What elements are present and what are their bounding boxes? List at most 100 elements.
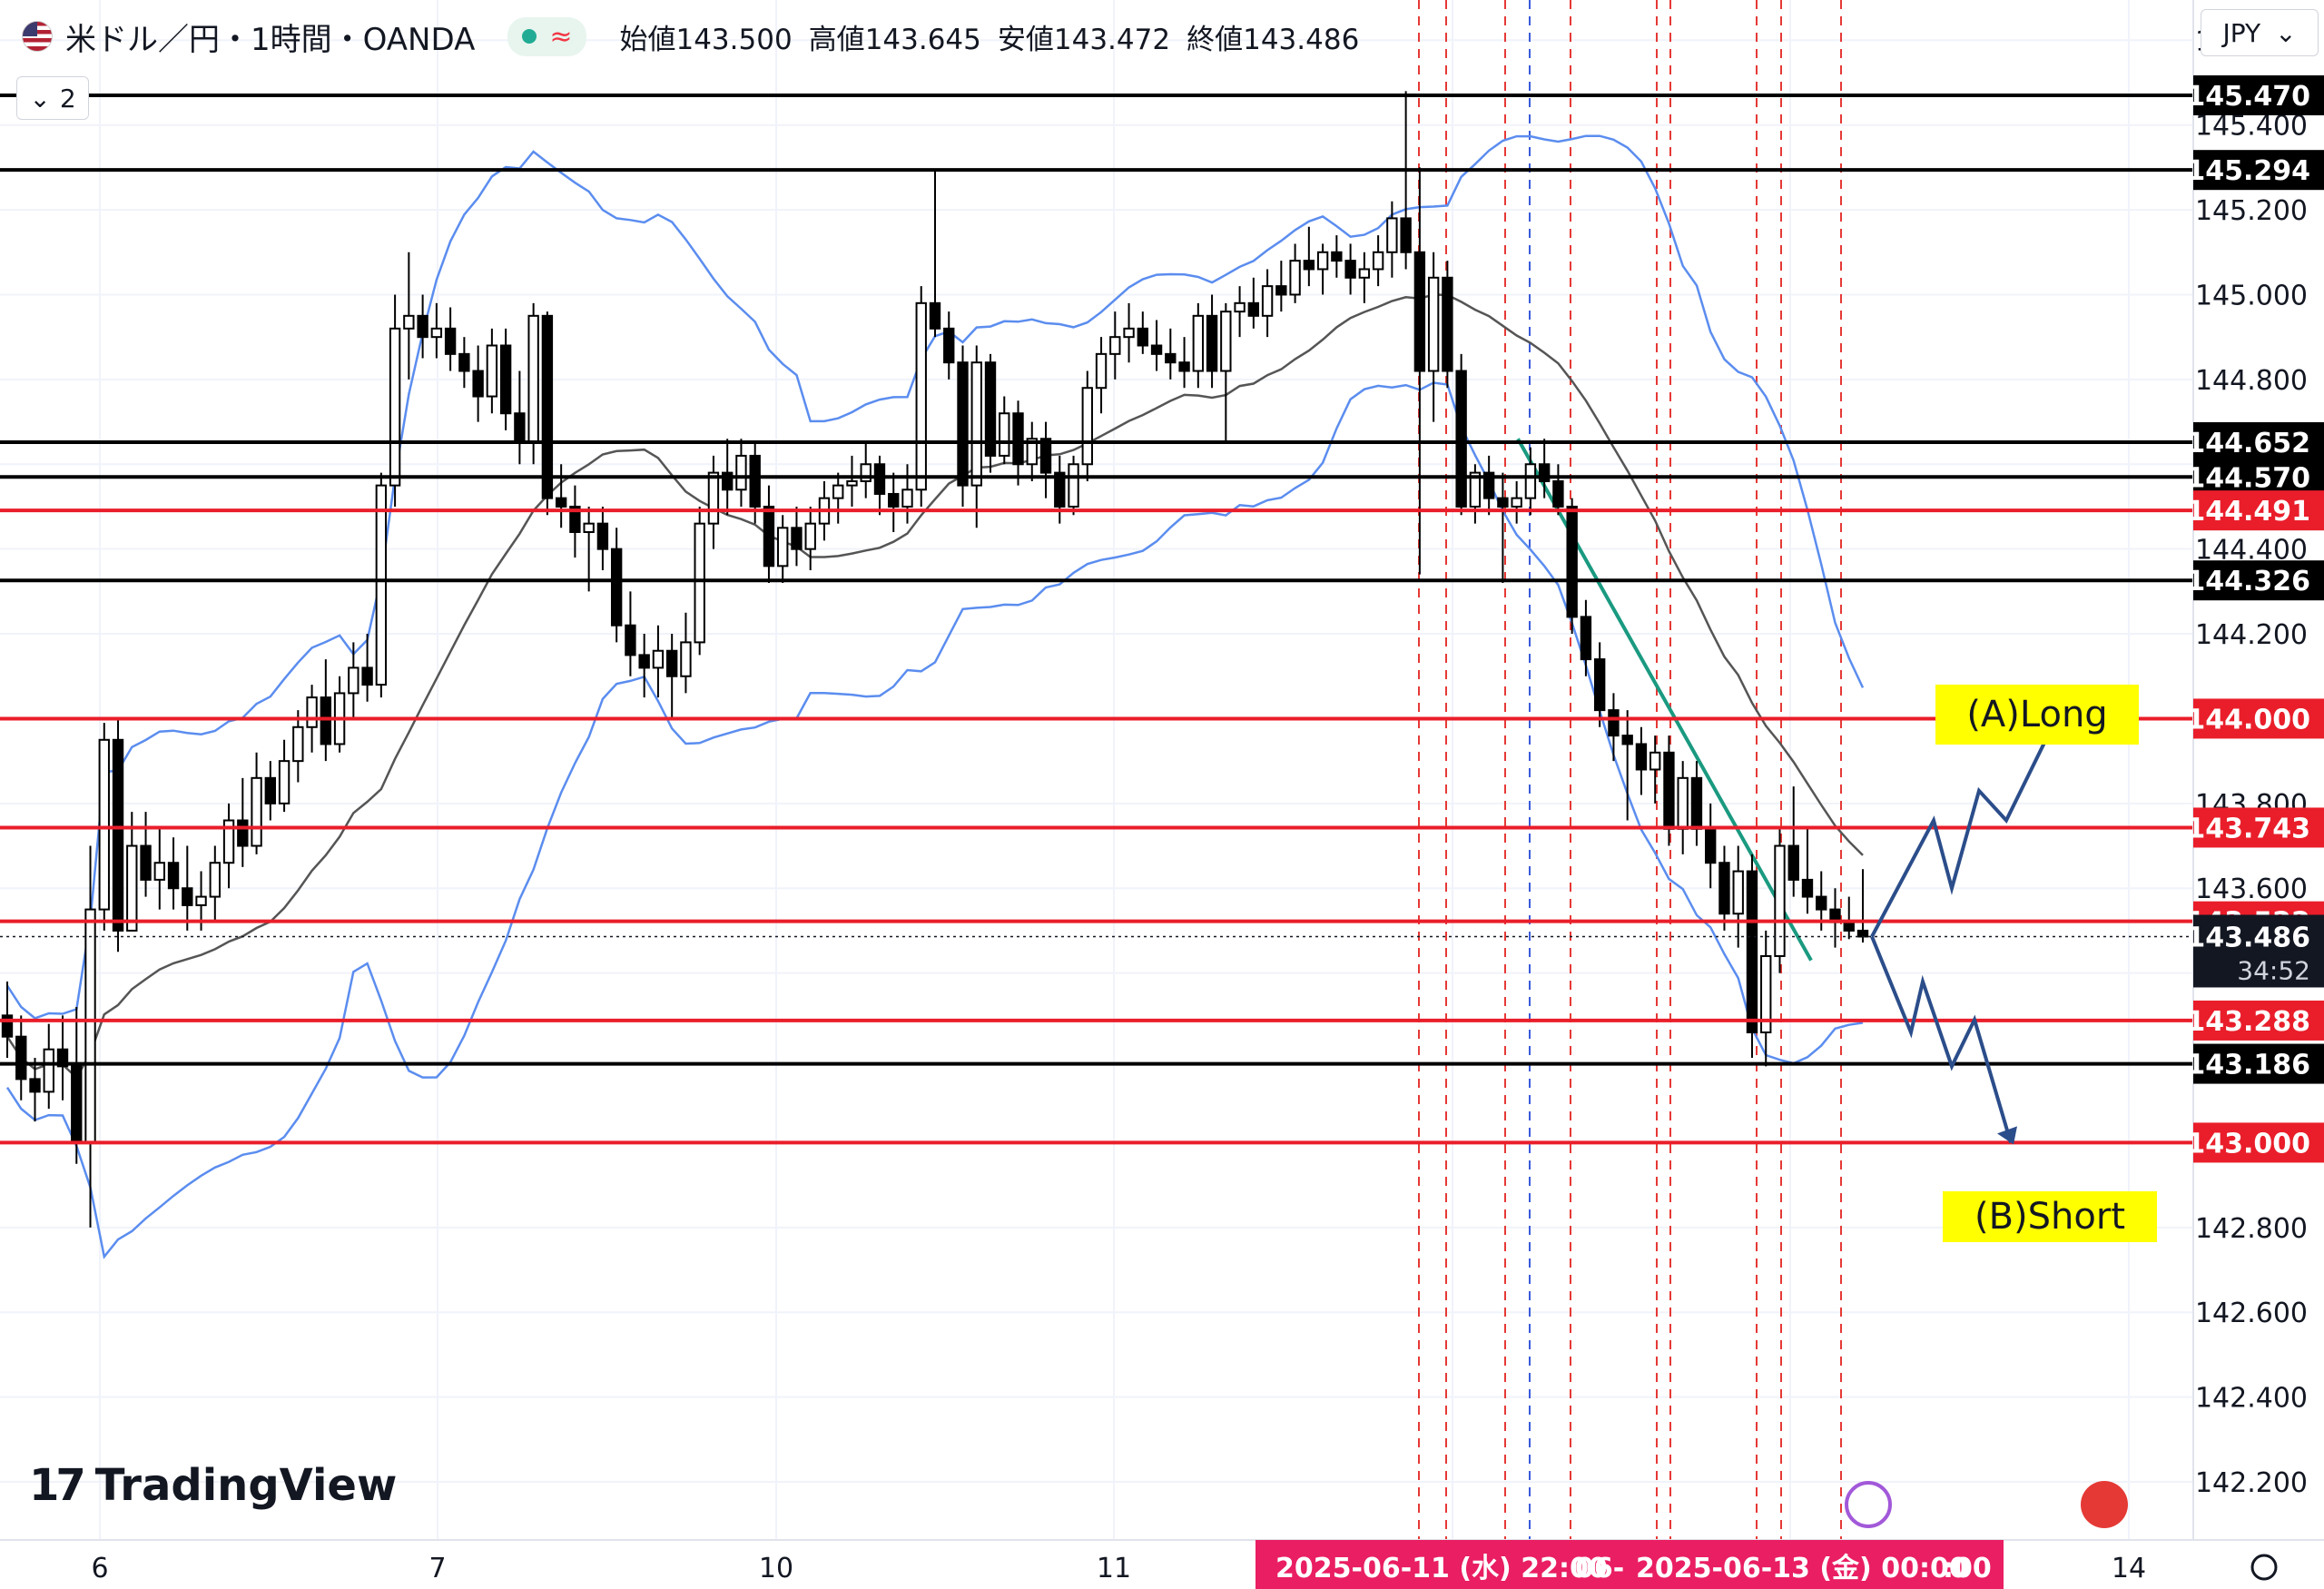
candle-down [1303,260,1315,271]
level-price-label: 145.470 [2186,81,2310,113]
candle-up [1220,311,1232,372]
candle-down [1663,751,1675,830]
ohlc-readout: 始値143.500 高値143.645 安値143.472 終値143.486 [619,16,1359,57]
candle-down [665,649,678,677]
short-arrowhead [1997,1126,2017,1145]
candle-up [832,484,844,499]
candle-up [278,760,290,804]
candle-down [1400,217,1412,253]
candle-up [1427,276,1440,372]
current-price-tag [2193,914,2324,988]
candle-down [237,819,249,847]
high-value: 143.645 [864,23,981,56]
level-price-tag [2193,698,2324,739]
tradingview-mark-icon: 17 [29,1460,86,1511]
level-price-tag [2193,490,2324,531]
level-price-label: 143.186 [2186,1050,2310,1081]
candle-down [112,738,124,932]
candle-up [1524,463,1537,499]
candle-down [514,412,526,444]
level-price-label: 144.652 [2186,428,2310,459]
candle-down [472,370,484,398]
candle-up [804,522,816,550]
candle-down [1621,735,1633,745]
price-tick-label: 145.000 [2195,280,2308,311]
time-range-highlight [1256,1540,2004,1589]
grid [0,0,2193,1540]
candle-down [264,776,277,804]
candle-up [251,776,262,847]
candle-up [1081,387,1093,466]
symbol-title[interactable]: 米ドル／円・1時間・OANDA [65,21,476,58]
candle-down [1538,463,1551,482]
open-label: 始値 [619,23,676,56]
candle-down [320,696,332,745]
level-price-tag [2193,457,2324,498]
candle-down [541,314,554,499]
candle-up [153,862,165,881]
candle-down [957,361,969,487]
candle-down [888,492,900,508]
candle-up [735,454,747,491]
candle-up [195,895,207,906]
candle-down [15,1035,27,1081]
candle-up [1677,776,1689,830]
candle-down [56,1048,69,1068]
price-tick-label: 145.400 [2195,111,2308,143]
tradingview-logo[interactable]: 17 TradingView [29,1460,397,1511]
time-tick-label: 6 [91,1553,108,1584]
candle-up [1372,251,1384,271]
open-value: 143.500 [675,23,793,56]
candle-down [791,527,803,550]
candle-down [140,844,152,881]
price-axis: 145.600145.400145.200145.000144.800144.6… [2186,0,2324,1589]
currency-select[interactable]: JPY ⌄ [2201,9,2319,56]
candle-up [98,738,110,911]
price-tick-label: 142.400 [2195,1383,2308,1415]
candle-down [569,505,581,533]
candle-up [1760,954,1772,1034]
candle-down [1787,844,1799,881]
green-dot-icon [522,29,537,44]
price-axis-bg [2193,0,2324,1589]
highlight-time-label: :00 [1943,1553,1992,1584]
candle-up [1732,870,1744,915]
candle-up [486,344,498,398]
candle-up [527,314,539,444]
price-tick-label: 142.800 [2195,1213,2308,1245]
status-pill[interactable]: ≈ [507,16,587,56]
candle-down [943,327,955,364]
candle-up [1234,301,1246,313]
candle-up [652,649,665,669]
candle-up [707,471,720,525]
candle-up [999,412,1010,457]
level-price-tag [2193,807,2324,848]
indicators-toggle-button[interactable]: ⌄ 2 [16,76,89,120]
candle-down [873,463,886,495]
candle-up [306,696,318,728]
candle-up [1386,217,1398,253]
candle-down [1331,251,1343,262]
close-label: 終値 [1187,23,1244,56]
candle-down [1635,743,1648,771]
price-tick-label: 145.200 [2195,195,2308,227]
highlight-time-label: 2025-06-13 (金) 00:00 [1636,1553,1968,1584]
candle-up [970,361,982,487]
candle-up [84,908,96,1144]
price-tick-label: 143.600 [2195,873,2308,905]
candle-down [1608,709,1620,737]
candle-down [1690,776,1703,830]
candle-up [389,327,401,487]
level-price-label: 145.294 [2186,155,2310,187]
candle-down [1039,438,1052,474]
long-scenario-arrow [1870,717,2058,938]
settings-gear-icon [2250,1554,2278,1581]
level-price-tag [2193,560,2324,601]
time-tick-label: 14 [2112,1553,2146,1584]
time-tick-label: 11 [1097,1553,1131,1584]
candle-down [1746,870,1758,1034]
us-economic-event-icon [2081,1481,2128,1528]
candle-up [43,1048,54,1093]
